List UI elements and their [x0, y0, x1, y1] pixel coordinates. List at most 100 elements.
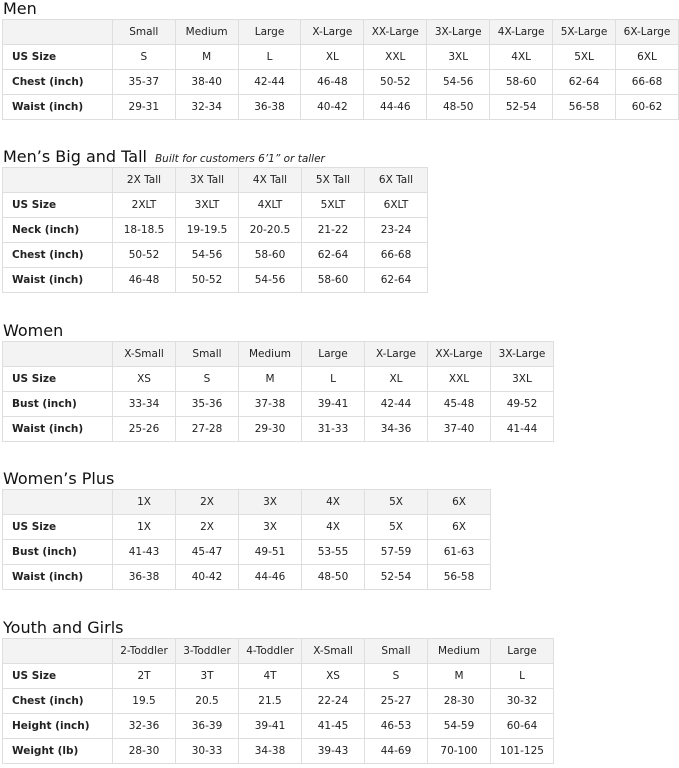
table-cell: 5X: [364, 514, 428, 540]
table-row: US Size XS S M L XL XXL 3XL: [2, 366, 554, 392]
row-label: Chest (inch): [2, 688, 113, 714]
table-cell: M: [238, 366, 302, 392]
table-cell: 30-33: [175, 738, 239, 764]
table-row: Chest (inch) 35-37 38-40 42-44 46-48 50-52 54-…: [2, 69, 679, 95]
table-cell: 44-46: [238, 564, 302, 590]
column-header: Large: [301, 341, 365, 367]
table-cell: 22-24: [301, 688, 365, 714]
table-cell: 56-58: [552, 94, 617, 120]
table-cell: L: [237, 44, 302, 70]
column-header: 2X Tall: [112, 167, 176, 193]
table-cell: 28-30: [112, 738, 176, 764]
size-table: 2-Toddler 3-Toddler 4-Toddler X-Small Small M…: [2, 638, 554, 764]
table-cell: 101-125: [490, 738, 554, 764]
row-label: Bust (inch): [2, 539, 113, 565]
table-cell: 58-60: [301, 267, 365, 293]
table-cell: 21-22: [301, 217, 365, 243]
header-corner-cell: [2, 19, 113, 45]
section-title-text: Men: [3, 0, 37, 18]
table-row: US Size 2T 3T 4T XS S M L: [2, 663, 554, 689]
table-cell: 49-51: [238, 539, 302, 565]
table-cell: XL: [364, 366, 428, 392]
table-cell: 62-64: [552, 69, 617, 95]
section-title: Men: [3, 0, 679, 19]
size-table: X-Small Small Medium Large X-Large XX-Large 3X…: [2, 341, 554, 442]
table-cell: 34-38: [238, 738, 302, 764]
table-cell: S: [364, 663, 428, 689]
table-cell: 5XLT: [301, 192, 365, 218]
column-header: XX-Large: [427, 341, 491, 367]
table-cell: 35-36: [175, 391, 239, 417]
table-cell: S: [175, 366, 239, 392]
table-cell: 37-40: [427, 416, 491, 442]
table-cell: 42-44: [364, 391, 428, 417]
table-row: Chest (inch) 50-52 54-56 58-60 62-64 66-68: [2, 242, 428, 268]
column-header: Small: [364, 638, 428, 664]
table-cell: 66-68: [364, 242, 428, 268]
table-cell: 25-26: [112, 416, 176, 442]
table-cell: 70-100: [427, 738, 491, 764]
table-cell: 30-32: [490, 688, 554, 714]
column-header: 4X: [301, 489, 365, 515]
column-header: 6X-Large: [615, 19, 679, 45]
table-cell: 2X: [175, 514, 239, 540]
column-header: X-Small: [301, 638, 365, 664]
section-title: Men’s Big and Tall Built for customers 6’…: [3, 148, 428, 167]
column-header: 5X: [364, 489, 428, 515]
table-cell: 56-58: [427, 564, 491, 590]
table-cell: 41-44: [490, 416, 554, 442]
table-cell: 48-50: [426, 94, 491, 120]
table-cell: 62-64: [364, 267, 428, 293]
section-women: Women X-Small Small Medium Large X-Large XX-La…: [2, 322, 554, 442]
section-women-s-plus: Women’s Plus 1X 2X 3X 4X 5X 6X US Size 1X 2X 3X 4X 5…: [2, 470, 491, 590]
size-table: 2X Tall 3X Tall 4X Tall 5X Tall 6X Tall US Si…: [2, 167, 428, 293]
table-cell: 6XLT: [364, 192, 428, 218]
table-row: Waist (inch) 36-38 40-42 44-46 48-50 52-54 56-…: [2, 564, 491, 590]
table-cell: 36-38: [112, 564, 176, 590]
table-cell: 3X: [238, 514, 302, 540]
table-cell: 45-47: [175, 539, 239, 565]
table-row: Waist (inch) 29-31 32-34 36-38 40-42 44-46 48-…: [2, 94, 679, 120]
table-cell: 39-41: [301, 391, 365, 417]
table-cell: 52-54: [489, 94, 554, 120]
table-row: Bust (inch) 41-43 45-47 49-51 53-55 57-59 61-6…: [2, 539, 491, 565]
table-cell: 46-48: [300, 69, 365, 95]
table-cell: 50-52: [175, 267, 239, 293]
table-cell: 41-45: [301, 713, 365, 739]
table-row: Waist (inch) 25-26 27-28 29-30 31-33 34-36 37-…: [2, 416, 554, 442]
table-cell: 41-43: [112, 539, 176, 565]
section-subtitle: Built for customers 6’1” or taller: [154, 153, 325, 165]
column-header: 3X: [238, 489, 302, 515]
table-cell: 50-52: [363, 69, 428, 95]
table-cell: 54-56: [175, 242, 239, 268]
column-header: 1X: [112, 489, 176, 515]
column-header: 4X-Large: [489, 19, 554, 45]
table-cell: 6XL: [615, 44, 679, 70]
column-header: 2-Toddler: [112, 638, 176, 664]
table-cell: XL: [300, 44, 365, 70]
section-men-s-big-and-tall: Men’s Big and Tall Built for customers 6’…: [2, 148, 428, 293]
table-cell: 34-36: [364, 416, 428, 442]
table-cell: 46-53: [364, 713, 428, 739]
table-row: Chest (inch) 19.5 20.5 21.5 22-24 25-27 28-30 3…: [2, 688, 554, 714]
table-cell: XXL: [363, 44, 428, 70]
table-row: Neck (inch) 18-18.5 19-19.5 20-20.5 21-22 23-…: [2, 217, 428, 243]
header-corner-cell: [2, 341, 113, 367]
row-label: Waist (inch): [2, 416, 113, 442]
table-cell: 58-60: [238, 242, 302, 268]
table-cell: 2XLT: [112, 192, 176, 218]
section-title-text: Women: [3, 321, 64, 340]
table-cell: 40-42: [175, 564, 239, 590]
table-row: Weight (lb) 28-30 30-33 34-38 39-43 44-69 70-1…: [2, 738, 554, 764]
section-men: Men Small Medium Large X-Large XX-Large 3X-Lar…: [2, 0, 679, 120]
table-cell: 38-40: [174, 69, 239, 95]
table-cell: M: [174, 44, 239, 70]
table-cell: 25-27: [364, 688, 428, 714]
table-row: US Size 1X 2X 3X 4X 5X 6X: [2, 514, 491, 540]
section-title-text: Women’s Plus: [3, 469, 115, 488]
table-cell: 44-46: [363, 94, 428, 120]
table-cell: 48-50: [301, 564, 365, 590]
column-header: 3X-Large: [490, 341, 554, 367]
column-header: 4X Tall: [238, 167, 302, 193]
header-corner-cell: [2, 167, 113, 193]
